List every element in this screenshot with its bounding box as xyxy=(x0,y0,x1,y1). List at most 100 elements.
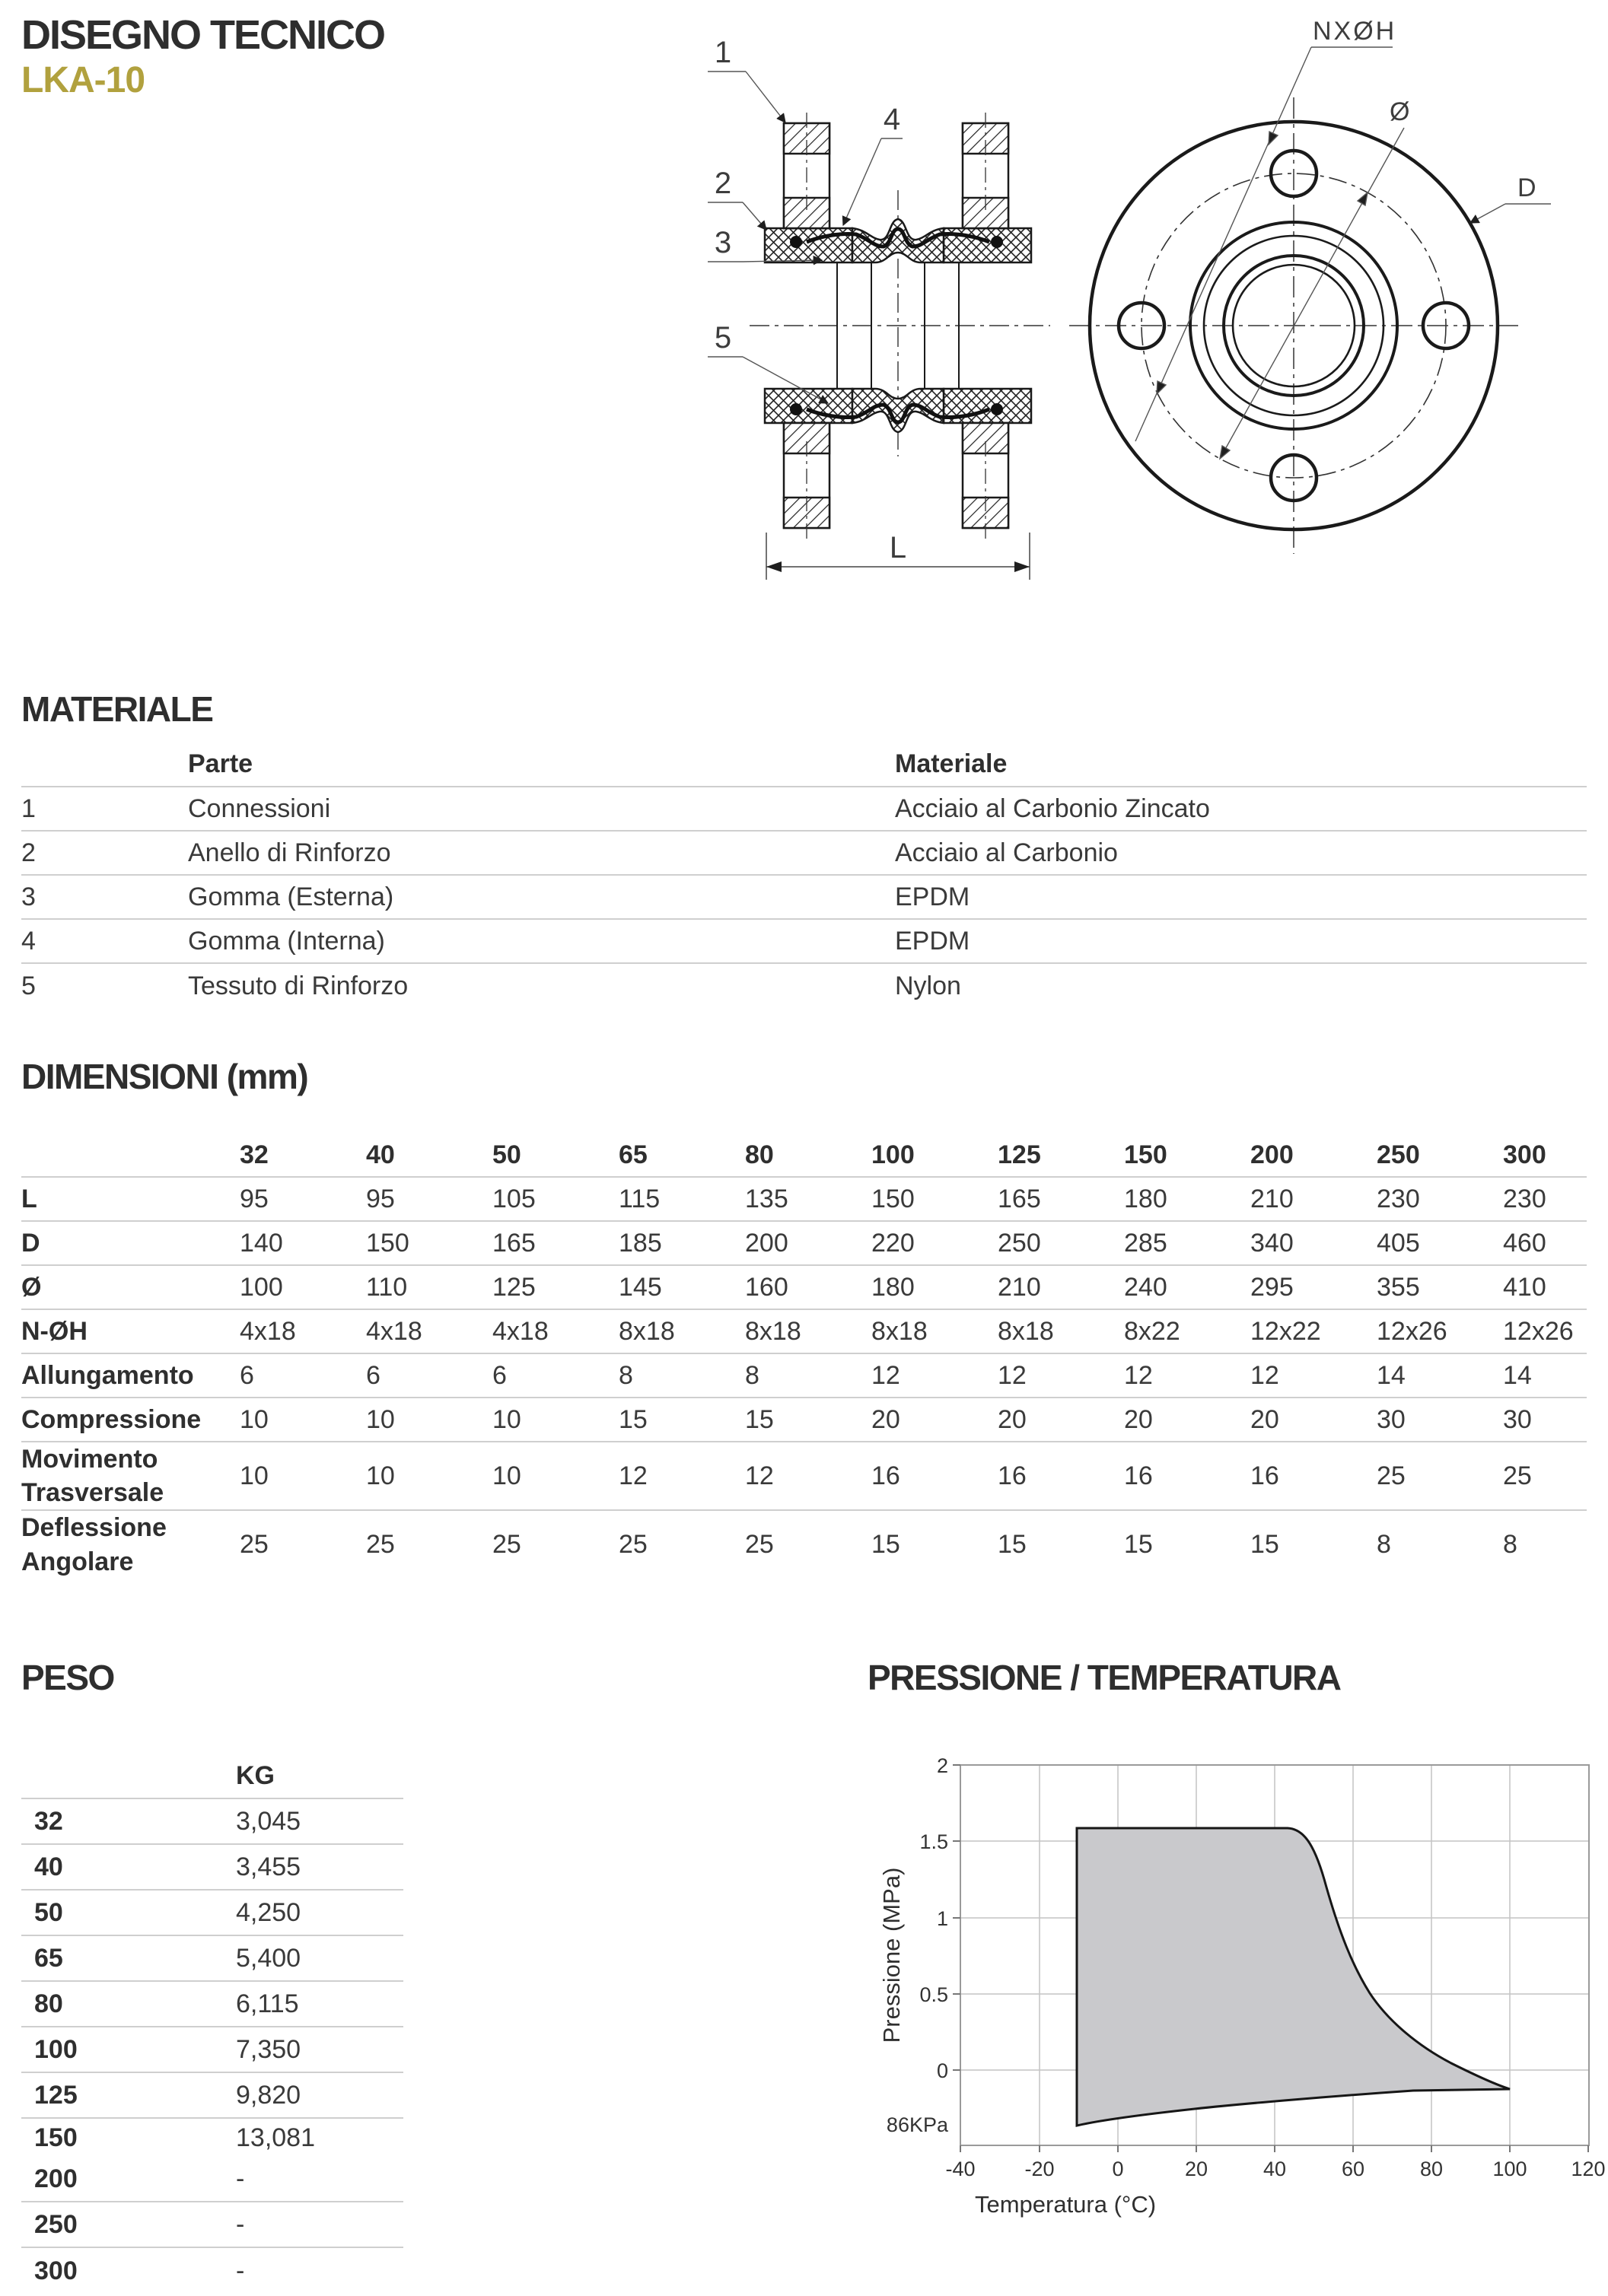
dimension-L: L xyxy=(766,531,1030,580)
part-material: Acciaio al Carbonio xyxy=(895,838,1118,867)
materiale-table: Parte Materiale 1 Connessioni Acciaio al… xyxy=(21,742,1587,1008)
weight-value: 7,350 xyxy=(236,2034,301,2064)
size-label: 80 xyxy=(34,1989,63,2018)
dimension-value: 460 xyxy=(1503,1228,1546,1258)
bead-dot xyxy=(991,403,1003,415)
y-tick: 0 xyxy=(937,2059,948,2082)
dimension-value: 295 xyxy=(1250,1272,1294,1302)
peso-table: KG 32 3,045 40 3,455 50 4,250 65 5,400 xyxy=(21,1754,403,2294)
bolt-hole-bottom xyxy=(1269,453,1319,503)
table-row: 40 3,455 xyxy=(21,1845,403,1891)
dimension-value: 30 xyxy=(1377,1404,1406,1434)
dimension-value: 8 xyxy=(619,1360,633,1390)
dimension-value: 340 xyxy=(1250,1228,1294,1258)
table-row: 1 Connessioni Acciaio al Carbonio Zincat… xyxy=(21,787,1587,832)
model-code: LKA-10 xyxy=(21,60,145,100)
size-label: 150 xyxy=(34,2123,78,2152)
table-row: 80 6,115 xyxy=(21,1982,403,2027)
x-axis-label: Temperatura (°C) xyxy=(975,2191,1156,2218)
weight-value: 9,820 xyxy=(236,2080,301,2110)
size-column-header: 300 xyxy=(1503,1140,1546,1169)
vacuum-label: 86KPa xyxy=(887,2113,949,2136)
table-row: 2 Anello di Rinforzo Acciaio al Carbonio xyxy=(21,832,1587,876)
dimension-value: 12x22 xyxy=(1250,1316,1321,1346)
part-name: Connessioni xyxy=(188,793,331,823)
dimension-value: 165 xyxy=(492,1228,536,1258)
dimension-value: 125 xyxy=(492,1272,536,1302)
table-row: Deflessione Angolare 25 25 25 25 25 15 1… xyxy=(21,1511,1587,1578)
peso-heading: PESO xyxy=(21,1658,115,1697)
weight-value: 6,115 xyxy=(236,1989,299,2018)
dimension-value: 6 xyxy=(492,1360,507,1390)
weight-value: 5,400 xyxy=(236,1943,301,1973)
dimension-value: 14 xyxy=(1377,1360,1406,1390)
dimension-value: 6 xyxy=(366,1360,381,1390)
materiale-header-parte: Parte xyxy=(188,749,253,778)
size-column-header: 150 xyxy=(1124,1140,1167,1169)
label-bolt-circle-diameter: Ø xyxy=(1390,97,1412,126)
label-outer-diameter: D xyxy=(1517,173,1539,202)
table-row: 100 7,350 xyxy=(21,2027,403,2073)
part-name: Gomma (Interna) xyxy=(188,926,385,956)
size-column-header: 100 xyxy=(871,1140,915,1169)
dimension-value: 200 xyxy=(745,1228,788,1258)
bead-dot xyxy=(790,403,802,415)
dimension-value: 180 xyxy=(871,1272,915,1302)
raised-face-circle xyxy=(1189,221,1399,431)
dimension-value: 8 xyxy=(745,1360,759,1390)
dimension-value: 10 xyxy=(492,1404,521,1434)
steel-flange-right xyxy=(961,113,1010,539)
dimension-value: 185 xyxy=(619,1228,662,1258)
part-label-4: 4 xyxy=(884,103,900,136)
bead-dot xyxy=(790,236,802,248)
axis-ticks xyxy=(953,1764,1589,2152)
dimension-value: 8x18 xyxy=(745,1316,801,1346)
dimension-value: 165 xyxy=(998,1184,1041,1213)
x-tick: 60 xyxy=(1342,2158,1364,2180)
bead-dot xyxy=(991,236,1003,248)
dimension-value: 12 xyxy=(619,1461,648,1491)
size-label: 40 xyxy=(34,1852,63,1881)
port-circle xyxy=(1222,254,1365,397)
y-tick: 1 xyxy=(937,1907,948,1930)
dimension-value: 4x18 xyxy=(240,1316,296,1346)
table-row: N-ØH 4x18 4x18 4x18 8x18 8x18 8x18 8x18 … xyxy=(21,1310,1587,1354)
dimension-value: 16 xyxy=(871,1461,900,1491)
pressure-temperature-chart: 2 1.5 1 0.5 0 86KPa -40 -20 0 20 40 60 8… xyxy=(878,1754,1606,2218)
flange-outer-circle xyxy=(1087,119,1500,532)
dimension-value: 30 xyxy=(1503,1404,1532,1434)
dimension-row-label: Ø xyxy=(21,1272,42,1302)
x-tick: 120 xyxy=(1571,2158,1605,2180)
dimension-value: 12 xyxy=(998,1360,1027,1390)
table-row: 3 Gomma (Esterna) EPDM xyxy=(21,876,1587,920)
part-number: 4 xyxy=(21,926,36,956)
dimension-value: 15 xyxy=(998,1530,1027,1560)
table-row: L 95 95 105 115 135 150 165 180 210 230 … xyxy=(21,1178,1587,1222)
table-row: 125 9,820 xyxy=(21,2073,403,2119)
bellows-top xyxy=(851,218,945,264)
dimension-value: 15 xyxy=(745,1404,774,1434)
dimension-value: 285 xyxy=(1124,1228,1167,1258)
fabric-layer-bottom xyxy=(806,402,990,425)
dimension-value: 6 xyxy=(240,1360,254,1390)
weight-value: 3,045 xyxy=(236,1806,301,1836)
part-number: 5 xyxy=(21,971,36,1000)
table-row: 32 3,045 xyxy=(21,1799,403,1845)
dimension-value: 10 xyxy=(240,1404,269,1434)
weight-value: - xyxy=(236,2256,245,2285)
dimension-row-label: N-ØH xyxy=(21,1316,88,1346)
size-column-header: 65 xyxy=(619,1140,648,1169)
materiale-rows: 1 Connessioni Acciaio al Carbonio Zincat… xyxy=(21,787,1587,1008)
size-column-header: 50 xyxy=(492,1140,521,1169)
size-label: 300 xyxy=(34,2256,78,2285)
size-label: 65 xyxy=(34,1943,63,1973)
y-tick: 0.5 xyxy=(919,1983,948,2006)
y-tick: 1.5 xyxy=(919,1830,948,1853)
peso-header-kg: KG xyxy=(236,1760,275,1790)
dimension-value: 15 xyxy=(619,1404,648,1434)
dimension-value: 20 xyxy=(1124,1404,1153,1434)
dimension-value: 230 xyxy=(1377,1184,1420,1213)
x-tick: -20 xyxy=(1024,2158,1054,2180)
dimension-value: 12 xyxy=(1250,1360,1279,1390)
section-view: 1 2 3 4 5 L xyxy=(708,36,1050,580)
